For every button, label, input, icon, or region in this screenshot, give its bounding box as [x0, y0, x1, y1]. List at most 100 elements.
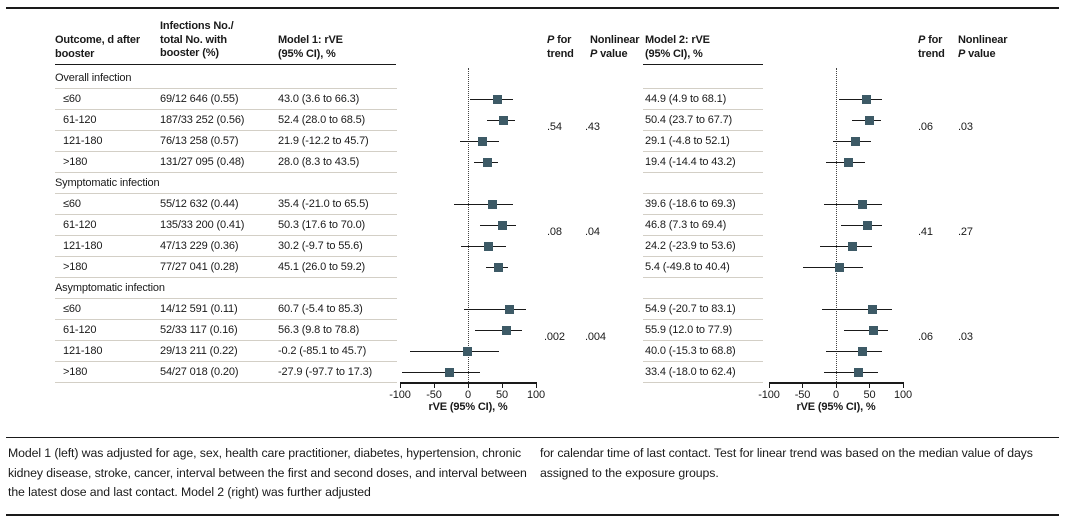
column-header-model1: Model 1: rVE (95% CI), %: [278, 34, 343, 60]
model1-ci-cell: 52.4 (28.0 to 68.5): [278, 114, 366, 126]
outcome-cell: 121-180: [63, 240, 103, 252]
outcome-cell: ≤60: [63, 303, 81, 315]
axis-tick-label: 50: [863, 389, 876, 401]
model2-ci-cell: 24.2 (-23.9 to 53.6): [645, 240, 736, 252]
table-row: 121-180 29/13 211 (0.22) -0.2 (-85.1 to …: [55, 341, 1045, 362]
axis-tick-label: 100: [527, 389, 545, 401]
infections-cell: 131/27 095 (0.48): [160, 156, 245, 168]
bottom-rule: [6, 514, 1059, 516]
section-label: Symptomatic infection: [55, 173, 1045, 194]
model2-ci-cell: 29.1 (-4.8 to 52.1): [645, 135, 730, 147]
infections-cell: 76/13 258 (0.57): [160, 135, 239, 147]
outcome-cell: 121-180: [63, 345, 103, 357]
model2-ci-cell: 46.8 (7.3 to 69.4): [645, 219, 727, 231]
outcome-cell: >180: [63, 156, 88, 168]
p-italic: P: [547, 34, 555, 46]
infections-cell: 135/33 200 (0.41): [160, 219, 245, 231]
model2-ci-cell: 39.6 (-18.6 to 69.3): [645, 198, 736, 210]
axis-tick-label: -100: [389, 389, 411, 401]
nonlinear-p-value-model2: .27: [958, 226, 973, 238]
outcome-cell: >180: [63, 261, 88, 273]
p-italic: P: [590, 47, 598, 60]
table-row: ≤60 55/12 632 (0.44) 35.4 (-21.0 to 65.5…: [55, 194, 1045, 215]
p-value-rest: value: [597, 47, 628, 60]
model2-ci-cell: 19.4 (-14.4 to 43.2): [645, 156, 736, 168]
table-row: 121-180 76/13 258 (0.57) 21.9 (-12.2 to …: [55, 131, 1045, 152]
column-header-model2: Model 2: rVE (95% CI), %: [645, 34, 710, 60]
nonlinear-line: Nonlinear: [958, 34, 1008, 46]
infections-cell: 54/27 018 (0.20): [160, 366, 239, 378]
infections-cell: 55/12 632 (0.44): [160, 198, 239, 210]
model1-ci-cell: -27.9 (-97.7 to 17.3): [278, 366, 373, 378]
model2-ci-cell: 44.9 (4.9 to 68.1): [645, 93, 727, 105]
model1-ci-cell: 50.3 (17.6 to 70.0): [278, 219, 366, 231]
p-italic: P: [918, 34, 926, 46]
infections-cell: 29/13 211 (0.22): [160, 345, 238, 357]
nonlinear-p-value-model2: .03: [958, 331, 973, 343]
model1-ci-cell: 56.3 (9.8 to 78.8): [278, 324, 360, 336]
outcome-cell: 121-180: [63, 135, 103, 147]
infections-cell: 69/12 646 (0.55): [160, 93, 239, 105]
outcome-cell: 61-120: [63, 324, 97, 336]
p-for-rest: for: [554, 34, 572, 46]
model1-ci-cell: 60.7 (-5.4 to 85.3): [278, 303, 363, 315]
x-axis-model1: [400, 382, 536, 384]
trend-line: trend: [918, 47, 945, 60]
footnote-right-column: for calendar time of last contact. Test …: [540, 446, 1033, 480]
table-row: 61-120 135/33 200 (0.41) 50.3 (17.6 to 7…: [55, 215, 1045, 236]
model1-ci-cell: 43.0 (3.6 to 66.3): [278, 93, 360, 105]
p-trend-value-model2: .06: [918, 331, 933, 343]
column-header-p-trend-model2: P for trend: [918, 34, 945, 61]
table-row: 61-120 52/33 117 (0.16) 56.3 (9.8 to 78.…: [55, 320, 1045, 341]
model2-ci-cell: 54.9 (-20.7 to 83.1): [645, 303, 736, 315]
nonlinear-p-value-model1: .04: [585, 226, 600, 238]
p-value-rest: value: [965, 47, 996, 60]
p-trend-value-model1: .002: [544, 331, 565, 343]
column-header-outcome: Outcome, d after booster: [55, 34, 141, 60]
x-axis-title-model2: rVE (95% CI), %: [796, 401, 876, 413]
axis-tick-label: 50: [496, 389, 508, 401]
infections-cell: 52/33 117 (0.16): [160, 324, 238, 336]
axis-tick-label: -50: [426, 389, 442, 401]
x-axis-title-model1: rVE (95% CI), %: [428, 401, 508, 413]
p-trend-value-model2: .06: [918, 121, 933, 133]
footnote-divider-rule: [6, 437, 1059, 438]
nonlinear-p-value-model2: .03: [958, 121, 973, 133]
p-trend-value-model1: .54: [547, 121, 562, 133]
p-trend-value-model1: .08: [547, 226, 562, 238]
p-for-rest: for: [925, 34, 943, 46]
model2-ci-cell: 40.0 (-15.3 to 68.8): [645, 345, 736, 357]
zero-reference-line-model2: [836, 68, 837, 382]
column-header-nonlinear-model2: Nonlinear P value: [958, 34, 1008, 61]
model2-ci-cell: 55.9 (12.0 to 77.9): [645, 324, 733, 336]
infections-cell: 47/13 229 (0.36): [160, 240, 239, 252]
model1-ci-cell: 28.0 (8.3 to 43.5): [278, 156, 360, 168]
footnote-left-column: Model 1 (left) was adjusted for age, sex…: [8, 446, 527, 499]
axis-tick-label: -100: [758, 389, 780, 401]
nonlinear-p-value-model1: .43: [585, 121, 600, 133]
header-underline-model2: [643, 64, 763, 65]
table-row: 121-180 47/13 229 (0.36) 30.2 (-9.7 to 5…: [55, 236, 1045, 257]
model2-ci-cell: 33.4 (-18.0 to 62.4): [645, 366, 736, 378]
axis-tick-label: 0: [465, 389, 471, 401]
model1-ci-cell: -0.2 (-85.1 to 45.7): [278, 345, 367, 357]
model2-ci-cell: 50.4 (23.7 to 67.7): [645, 114, 733, 126]
axis-tick-label: -50: [794, 389, 811, 401]
table-row: 61-120 187/33 252 (0.56) 52.4 (28.0 to 6…: [55, 110, 1045, 131]
trend-line: trend: [547, 47, 574, 60]
table-row: ≤60 69/12 646 (0.55) 43.0 (3.6 to 66.3) …: [55, 89, 1045, 110]
outcome-cell: 61-120: [63, 114, 97, 126]
infections-cell: 77/27 041 (0.28): [160, 261, 239, 273]
p-italic: P: [958, 47, 966, 60]
infections-cell: 14/12 591 (0.11): [160, 303, 238, 315]
nonlinear-p-value-model1: .004: [585, 331, 606, 343]
nonlinear-line: Nonlinear: [590, 34, 640, 46]
p-trend-value-model2: .41: [918, 226, 933, 238]
table-row: >180 54/27 018 (0.20) -27.9 (-97.7 to 17…: [55, 362, 1045, 383]
infections-cell: 187/33 252 (0.56): [160, 114, 245, 126]
header-underline-left: [55, 64, 396, 65]
model2-ci-cell: 5.4 (-49.8 to 40.4): [645, 261, 730, 273]
model1-ci-cell: 21.9 (-12.2 to 45.7): [278, 135, 369, 147]
zero-reference-line-model1: [468, 68, 469, 382]
